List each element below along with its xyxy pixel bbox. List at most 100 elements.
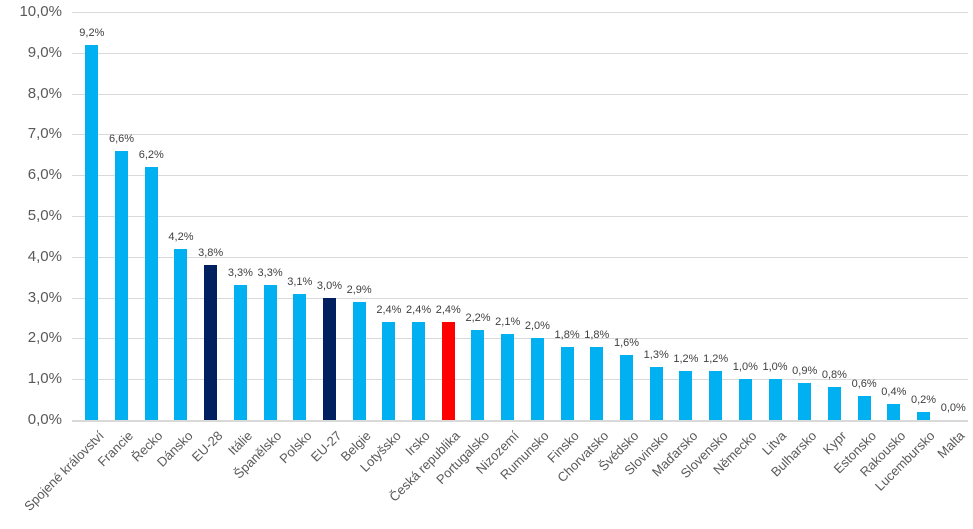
bar-value-label: 1,0%	[762, 361, 788, 374]
bar-member	[144, 167, 158, 420]
bar-column: 3,8%	[196, 12, 226, 420]
gridline	[72, 134, 968, 136]
bar-member	[857, 395, 871, 420]
bar-column: 6,6%	[107, 12, 137, 420]
y-axis-tick-label: 8,0%	[27, 84, 62, 102]
bar-value-label: 1,2%	[673, 353, 699, 365]
bar-column: 1,0%	[730, 12, 760, 420]
gridline	[72, 297, 968, 299]
bar-column: 3,3%	[255, 12, 285, 420]
x-axis-category-label: Polsko	[276, 428, 315, 467]
bar-value-label: 0,0%	[940, 402, 966, 414]
bar-eu	[322, 297, 336, 420]
bar-column: 4,2%	[166, 12, 196, 420]
x-axis-category-label: EU-28	[188, 428, 226, 465]
bar-column: 2,9%	[344, 12, 374, 420]
y-axis-tick-label: 2,0%	[27, 329, 62, 347]
bar-member	[115, 150, 129, 420]
bar-value-label: 0,9%	[792, 365, 818, 378]
bar-member	[501, 334, 515, 420]
bar-member	[233, 285, 247, 420]
bar-column: 1,3%	[641, 12, 671, 420]
y-axis-tick-label: 5,0%	[27, 207, 62, 224]
bar-column: 3,1%	[285, 12, 315, 420]
gridline	[72, 216, 968, 217]
bar-value-label: 0,8%	[821, 369, 847, 382]
bar-column: 1,2%	[701, 12, 731, 420]
x-axis-category-label: Malta	[934, 428, 968, 462]
bar-value-label: 3,0%	[316, 279, 343, 292]
bar-column: 2,4%	[404, 12, 434, 420]
bar-member	[293, 293, 307, 420]
y-axis-tick-label: 6,0%	[27, 166, 62, 184]
bar-member	[917, 411, 931, 420]
bar-value-label: 3,1%	[287, 275, 313, 288]
gridline	[72, 256, 968, 258]
bar-member	[590, 346, 604, 420]
bar-value-label: 3,3%	[257, 267, 283, 280]
y-axis-tick-label: 10,0%	[19, 3, 62, 20]
gridline	[72, 175, 968, 177]
bar-column: 2,2%	[463, 12, 493, 420]
bar-member	[887, 403, 901, 420]
plot-area	[72, 12, 968, 422]
bar-value-label: 9,2%	[79, 26, 105, 39]
bar-value-label: 6,2%	[138, 149, 164, 161]
y-axis-tick-label: 0,0%	[27, 411, 62, 428]
bar-member	[560, 346, 574, 420]
bar-value-label: 2,4%	[406, 304, 432, 317]
y-axis-tick-label: 1,0%	[27, 370, 62, 388]
gridline	[72, 338, 968, 340]
bar-value-label: 2,0%	[524, 320, 550, 333]
bar-column: 2,0%	[523, 12, 553, 420]
bar-member	[649, 367, 663, 420]
bar-column: 2,4%	[374, 12, 404, 420]
bar-member	[85, 44, 99, 420]
bar-member	[679, 371, 693, 420]
x-axis-category-label: Spojené království	[20, 428, 107, 514]
bar-column: 1,6%	[612, 12, 642, 420]
bar-value-label: 1,6%	[613, 336, 640, 349]
bar-column: 3,0%	[315, 12, 345, 420]
bar-column: 1,8%	[552, 12, 582, 420]
gridline	[72, 379, 968, 381]
bar-value-label: 2,4%	[435, 304, 461, 317]
bar-value-label: 0,4%	[881, 385, 907, 398]
bar-member	[798, 383, 812, 420]
bar-member	[174, 248, 188, 420]
gridline	[72, 52, 968, 54]
y-axis: 10,0% 9,0% 8,0% 7,0% 6,0% 5,0% 4,0% 3,0% 2,0% 1,0…	[0, 3, 62, 428]
bar-value-label: 3,3%	[227, 267, 253, 280]
bar-value-label: 3,8%	[198, 247, 224, 259]
bar-member	[382, 322, 396, 420]
bar-member	[412, 322, 426, 420]
bar-highlight	[441, 322, 455, 420]
bar-member	[620, 354, 633, 420]
bar-value-label: 2,1%	[495, 316, 521, 329]
bar-value-label: 4,2%	[168, 230, 194, 243]
bar-value-label: 2,4%	[376, 304, 402, 317]
bar-column: 9,2%	[77, 12, 107, 420]
x-axis-category-label: EU-27	[307, 428, 345, 465]
bar-column: 0,2%	[909, 12, 939, 420]
bar-column: 0,6%	[849, 12, 879, 420]
bar-member	[709, 371, 723, 420]
bar-column: 2,4%	[433, 12, 463, 420]
bar-value-label: 1,2%	[703, 353, 729, 365]
bar-series: 9,2% 6,6% 6,2% 4,2% 3,8% 3,3% 3,3% 3,1% 3,0% 2,9%…	[77, 12, 968, 420]
bar-value-label: 1,0%	[732, 361, 758, 374]
bar-member	[738, 379, 752, 420]
bar-column: 3,3%	[226, 12, 256, 420]
bar-column: 0,9%	[790, 12, 820, 420]
bar-member	[827, 387, 841, 420]
bar-column: 0,4%	[879, 12, 909, 420]
y-axis-tick-label: 4,0%	[27, 247, 62, 265]
bar-value-label: 2,2%	[465, 312, 491, 325]
y-axis-tick-label: 9,0%	[27, 43, 62, 61]
bar-column: 6,2%	[136, 12, 166, 420]
bar-member	[471, 330, 485, 420]
bar-value-label: 1,8%	[554, 328, 580, 341]
gridline	[72, 12, 968, 13]
y-axis-tick-label: 3,0%	[27, 288, 62, 306]
